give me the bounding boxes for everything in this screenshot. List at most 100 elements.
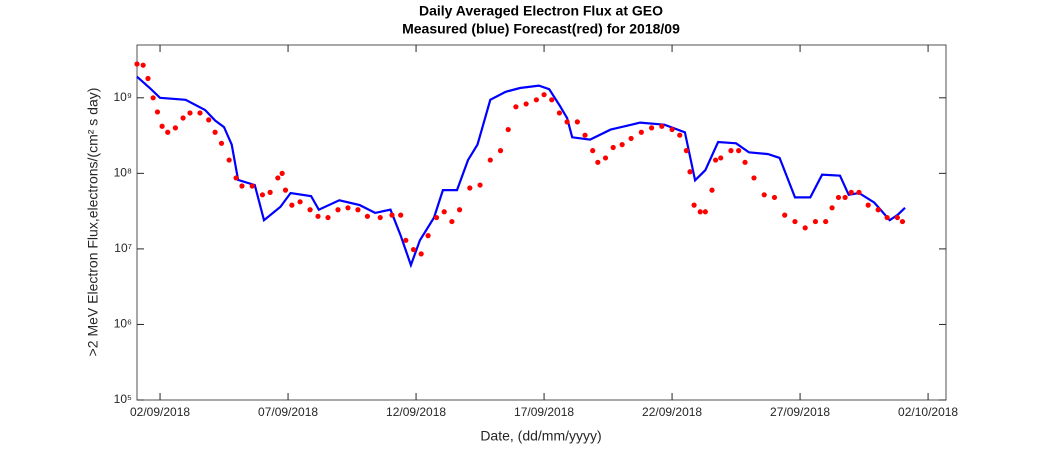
forecast-point — [150, 95, 156, 101]
forecast-point — [590, 148, 596, 154]
forecast-point — [712, 157, 719, 163]
x-axis-label: Date, (dd/mm/yyyy) — [480, 428, 601, 444]
forecast-point — [377, 214, 383, 221]
forecast-point — [842, 194, 848, 201]
forecast-point — [487, 157, 493, 163]
forecast-point — [259, 192, 266, 198]
forecast-point — [835, 194, 842, 201]
forecast-point — [513, 104, 519, 110]
forecast-point — [233, 175, 239, 181]
forecast-point — [307, 207, 313, 213]
forecast-point — [206, 117, 212, 123]
forecast-point — [771, 194, 778, 201]
x-tick-label: 07/09/2018 — [258, 405, 318, 419]
forecast-point — [856, 189, 862, 195]
forecast-point — [456, 207, 463, 213]
forecast-point — [823, 218, 829, 225]
forecast-point — [812, 218, 819, 225]
x-tick-label: 17/09/2018 — [514, 405, 574, 419]
forecast-point — [282, 187, 289, 193]
chart-title: Daily Averaged Electron Flux at GEO — [419, 3, 663, 19]
forecast-point — [249, 183, 255, 189]
forecast-point — [267, 189, 273, 195]
forecast-point — [602, 155, 609, 161]
forecast-point — [425, 232, 431, 239]
forecast-point — [736, 148, 742, 154]
forecast-point — [541, 92, 547, 98]
forecast-point — [533, 97, 539, 103]
forecast-point — [449, 218, 455, 225]
forecast-point — [364, 213, 371, 219]
forecast-point — [574, 119, 580, 125]
forecast-point — [669, 126, 675, 133]
forecast-point — [172, 125, 179, 131]
y-tick-label: 10⁹ — [114, 90, 133, 104]
forecast-point — [212, 129, 218, 135]
chart-subtitle: Measured (blue) Forecast(red) for 2018/0… — [402, 21, 680, 37]
forecast-point — [289, 202, 295, 208]
forecast-point — [218, 140, 225, 146]
forecast-point — [410, 246, 417, 253]
forecast-point — [433, 214, 440, 221]
forecast-point — [829, 205, 835, 211]
forecast-point — [691, 202, 697, 208]
forecast-point — [728, 148, 734, 154]
forecast-point — [718, 155, 724, 161]
y-axis-label: >2 MeV Electron Flux,electrons/(cm² s da… — [85, 88, 101, 357]
x-tick-label: 02/10/2018 — [898, 405, 958, 419]
forecast-point — [648, 125, 655, 131]
forecast-point — [505, 126, 511, 133]
y-tick-label: 10⁷ — [114, 241, 132, 255]
forecast-point — [683, 148, 690, 154]
forecast-point — [709, 187, 715, 193]
x-tick-label: 27/09/2018 — [770, 405, 830, 419]
forecast-point — [619, 142, 625, 148]
forecast-point — [687, 169, 693, 175]
forecast-point — [556, 110, 563, 116]
forecast-point — [398, 212, 404, 218]
forecast-point — [297, 199, 303, 205]
forecast-point — [441, 209, 447, 215]
forecast-point — [180, 115, 186, 121]
forecast-point — [403, 237, 409, 243]
forecast-point — [899, 218, 906, 225]
forecast-point — [279, 170, 285, 176]
forecast-point — [467, 185, 473, 191]
forecast-point — [523, 101, 529, 107]
forecast-point — [564, 119, 570, 125]
forecast-point — [159, 123, 165, 129]
y-tick-label: 10⁵ — [114, 392, 132, 406]
forecast-point — [140, 62, 146, 68]
forecast-point — [418, 251, 424, 257]
forecast-point — [477, 182, 483, 188]
x-tick-label: 02/09/2018 — [130, 405, 190, 419]
forecast-point — [595, 159, 601, 165]
forecast-point — [134, 61, 140, 67]
forecast-point — [697, 209, 703, 215]
forecast-point — [582, 132, 588, 138]
forecast-point — [226, 157, 232, 163]
forecast-point — [782, 212, 788, 218]
measured-line — [136, 75, 906, 269]
forecast-point — [315, 213, 321, 219]
y-tick-label: 10⁶ — [114, 317, 132, 331]
forecast-point — [345, 205, 351, 211]
forecast-point — [848, 189, 854, 195]
forecast-point — [389, 212, 395, 218]
forecast-point — [187, 110, 193, 116]
forecast-point — [355, 207, 361, 213]
forecast-point — [145, 75, 151, 82]
forecast-point — [549, 97, 555, 103]
plot-frame — [136, 44, 947, 401]
forecast-point — [659, 123, 665, 129]
forecast-point — [497, 148, 504, 154]
forecast-point — [165, 129, 171, 135]
forecast-point — [677, 132, 683, 138]
forecast-point — [894, 214, 900, 221]
forecast-point — [335, 207, 341, 213]
forecast-point — [884, 214, 890, 221]
forecast-point — [875, 207, 881, 213]
forecast-point — [325, 214, 331, 221]
forecast-point — [761, 192, 767, 198]
